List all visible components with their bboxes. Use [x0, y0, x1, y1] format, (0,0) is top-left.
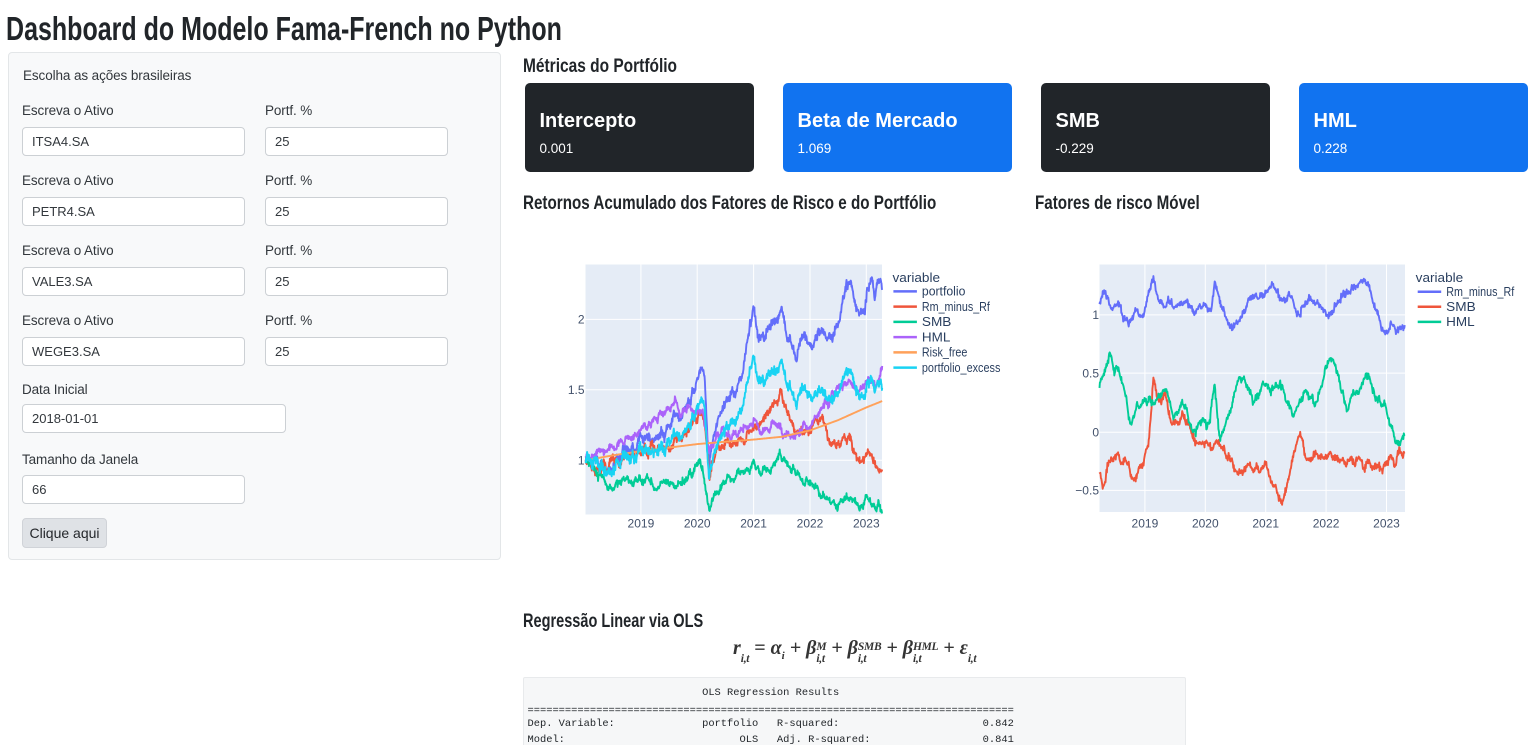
svg-text:variable: variable	[893, 270, 941, 285]
svg-text:SMB: SMB	[922, 315, 952, 329]
svg-text:Risk_free: Risk_free	[922, 346, 968, 360]
svg-text:2021: 2021	[1252, 516, 1279, 530]
svg-text:2: 2	[578, 313, 585, 327]
svg-text:2020: 2020	[1192, 516, 1219, 530]
svg-text:2022: 2022	[797, 516, 824, 530]
svg-text:portfolio_excess: portfolio_excess	[922, 361, 1001, 375]
svg-text:2023: 2023	[853, 516, 880, 530]
svg-text:2019: 2019	[628, 516, 655, 530]
svg-text:SMB: SMB	[1446, 300, 1476, 314]
svg-text:portfolio: portfolio	[922, 285, 966, 299]
svg-text:2023: 2023	[1373, 516, 1400, 530]
svg-text:2022: 2022	[1313, 516, 1340, 530]
svg-text:1.5: 1.5	[568, 383, 585, 397]
svg-text:1: 1	[578, 454, 585, 468]
svg-text:2019: 2019	[1132, 516, 1159, 530]
svg-text:Rm_minus_Rf: Rm_minus_Rf	[1446, 285, 1514, 299]
svg-text:0: 0	[1092, 425, 1099, 439]
svg-text:HML: HML	[922, 330, 951, 344]
svg-text:Rm_minus_Rf: Rm_minus_Rf	[922, 300, 990, 314]
svg-text:2021: 2021	[740, 516, 767, 530]
svg-text:−0.5: −0.5	[1075, 484, 1099, 498]
svg-text:0.5: 0.5	[1082, 366, 1099, 380]
svg-text:HML: HML	[1446, 315, 1475, 329]
svg-text:variable: variable	[1416, 270, 1464, 285]
svg-text:1: 1	[1092, 308, 1099, 322]
svg-text:2020: 2020	[684, 516, 711, 530]
